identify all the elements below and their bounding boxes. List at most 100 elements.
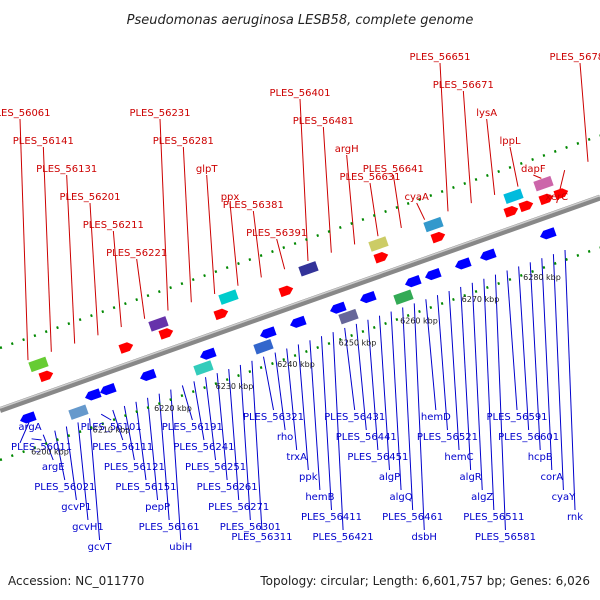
reverse-gene-arrow: [330, 301, 347, 314]
label-leader-line: [229, 202, 239, 286]
bottom-gene-label: PLES_56311: [231, 532, 292, 543]
bottom-gene-label: PLES_56271: [208, 502, 269, 513]
bottom-gene-label: PLES_56101: [81, 422, 142, 433]
kbp-tick-label: 6220 kbp: [154, 404, 192, 413]
label-leader-line: [252, 210, 262, 278]
bottom-gene-label: corA: [541, 472, 564, 483]
bottom-gene-label: argE: [42, 462, 65, 473]
bottom-gene-label: dsbH: [412, 532, 437, 543]
kbp-tick-label: 6270 kbp: [462, 295, 500, 304]
top-gene-label: PLES_56641: [363, 164, 424, 175]
label-leader-line: [112, 409, 124, 441]
reverse-gene-arrow: [100, 383, 117, 396]
gene-labels: PLES_56061 PLES_56141 PLES_56131 PLES_56201…: [0, 52, 600, 553]
top-gene-label: PLES_56401: [269, 88, 330, 99]
backbone-line: [0, 194, 600, 413]
label-leader-line: [402, 307, 414, 511]
top-gene-label: glpT: [196, 164, 218, 175]
gene-block: [503, 188, 524, 204]
top-gene-label: PLES_56481: [293, 116, 354, 127]
bottom-gene-label: hemD: [421, 412, 451, 423]
bottom-gene-label: cyaY: [552, 492, 577, 503]
top-gene-label: PLES_56631: [339, 172, 400, 183]
bottom-gene-label: PLES_56251: [185, 462, 246, 473]
top-gene-label: PLES_56201: [59, 192, 120, 203]
label-leader-line: [251, 360, 263, 531]
kbp-tick-label: 6210 kbp: [93, 426, 131, 435]
forward-gene-arrow: [373, 252, 389, 264]
reverse-gene-arrow: [540, 227, 557, 240]
label-leader-line: [276, 238, 286, 270]
kbp-tick-label: 6280 kbp: [523, 273, 561, 282]
top-gene-label: ppx: [221, 192, 240, 203]
top-gene-label: argH: [335, 144, 359, 155]
top-gene-label: PLES_56651: [409, 52, 470, 63]
bottom-gene-label: PLES_56521: [417, 432, 478, 443]
label-leader-line: [460, 286, 472, 471]
label-leader-line: [42, 434, 54, 461]
label-leader-line: [529, 262, 541, 451]
label-leader-line: [579, 62, 589, 162]
map-title: Pseudomonas aeruginosa LESB58, complete …: [127, 13, 474, 28]
label-leader-line: [378, 315, 390, 471]
forward-gene-arrow: [538, 193, 554, 206]
gene-block: [393, 289, 414, 305]
kbp-tick-label: 6240 kbp: [277, 360, 315, 369]
bottom-gene-label: PLES_56021: [34, 482, 95, 493]
topology-text: Topology: circular; Length: 6,601,757 bp…: [259, 574, 590, 588]
label-leader-line: [355, 323, 367, 431]
forward-gene-arrow: [430, 231, 446, 244]
label-leader-line: [89, 202, 99, 336]
label-leader-line: [332, 332, 344, 531]
reverse-gene-arrow: [260, 326, 277, 339]
bottom-gene-label: PLES_56241: [173, 442, 234, 453]
label-leader-line: [367, 319, 379, 451]
forward-gene-arrow: [213, 308, 229, 321]
bottom-gene-label: PLES_56011: [11, 442, 72, 453]
gene-block: [368, 236, 389, 252]
top-gene-label: lysA: [476, 108, 497, 119]
label-leader-line: [112, 230, 122, 328]
gene-block: [193, 360, 214, 376]
bottom-gene-label: pepP: [145, 502, 170, 513]
reverse-gene-arrow: [360, 290, 377, 304]
top-gene-label: PLES_56211: [83, 220, 144, 231]
gene-block: [148, 316, 169, 332]
label-leader-line: [309, 340, 321, 491]
bottom-gene-label: PLES_56191: [162, 422, 223, 433]
label-leader-line: [471, 282, 483, 491]
reverse-gene-arrow: [290, 315, 307, 328]
bottom-gene-label: algQ: [390, 492, 413, 503]
gene-block: [218, 289, 239, 305]
label-leader-line: [135, 401, 147, 481]
label-leader-line: [346, 154, 356, 245]
feature-tracks: [0, 134, 600, 462]
gene-block: [298, 261, 319, 277]
top-gene-label: PLES_56671: [433, 80, 494, 91]
reverse-gene-arrow: [455, 257, 472, 270]
label-leader-line: [369, 182, 379, 237]
reverse-gene-arrow: [425, 267, 442, 281]
bottom-gene-label: PLES_56581: [475, 532, 536, 543]
gene-block: [28, 356, 49, 373]
label-leader-line: [564, 249, 576, 511]
bottom-gene-label: gcvT: [88, 542, 113, 553]
label-leader-line: [344, 327, 356, 411]
bottom-gene-label: PLES_56161: [139, 522, 200, 533]
bottom-gene-label: PLES_56301: [220, 522, 281, 533]
label-leader-line: [486, 118, 496, 195]
label-leader-line: [541, 258, 553, 471]
top-gene-label: cyaA: [404, 192, 429, 203]
bottom-gene-label: PLES_56421: [313, 532, 374, 543]
top-gene-label: PLES_56221: [106, 248, 167, 259]
label-leader-line: [147, 397, 159, 501]
label-leader-line: [322, 126, 332, 253]
label-leader-line: [274, 352, 286, 431]
bottom-gene-label: PLES_56461: [382, 512, 443, 523]
bottom-gene-label: gcvP1: [61, 502, 91, 513]
label-leader-line: [100, 413, 112, 421]
bottom-gene-label: PLES_56321: [243, 412, 304, 423]
top-gene-label: PLES_56381: [223, 200, 284, 211]
bottom-gene-label: ppk: [299, 472, 318, 483]
reverse-gene-arrow: [480, 248, 497, 261]
